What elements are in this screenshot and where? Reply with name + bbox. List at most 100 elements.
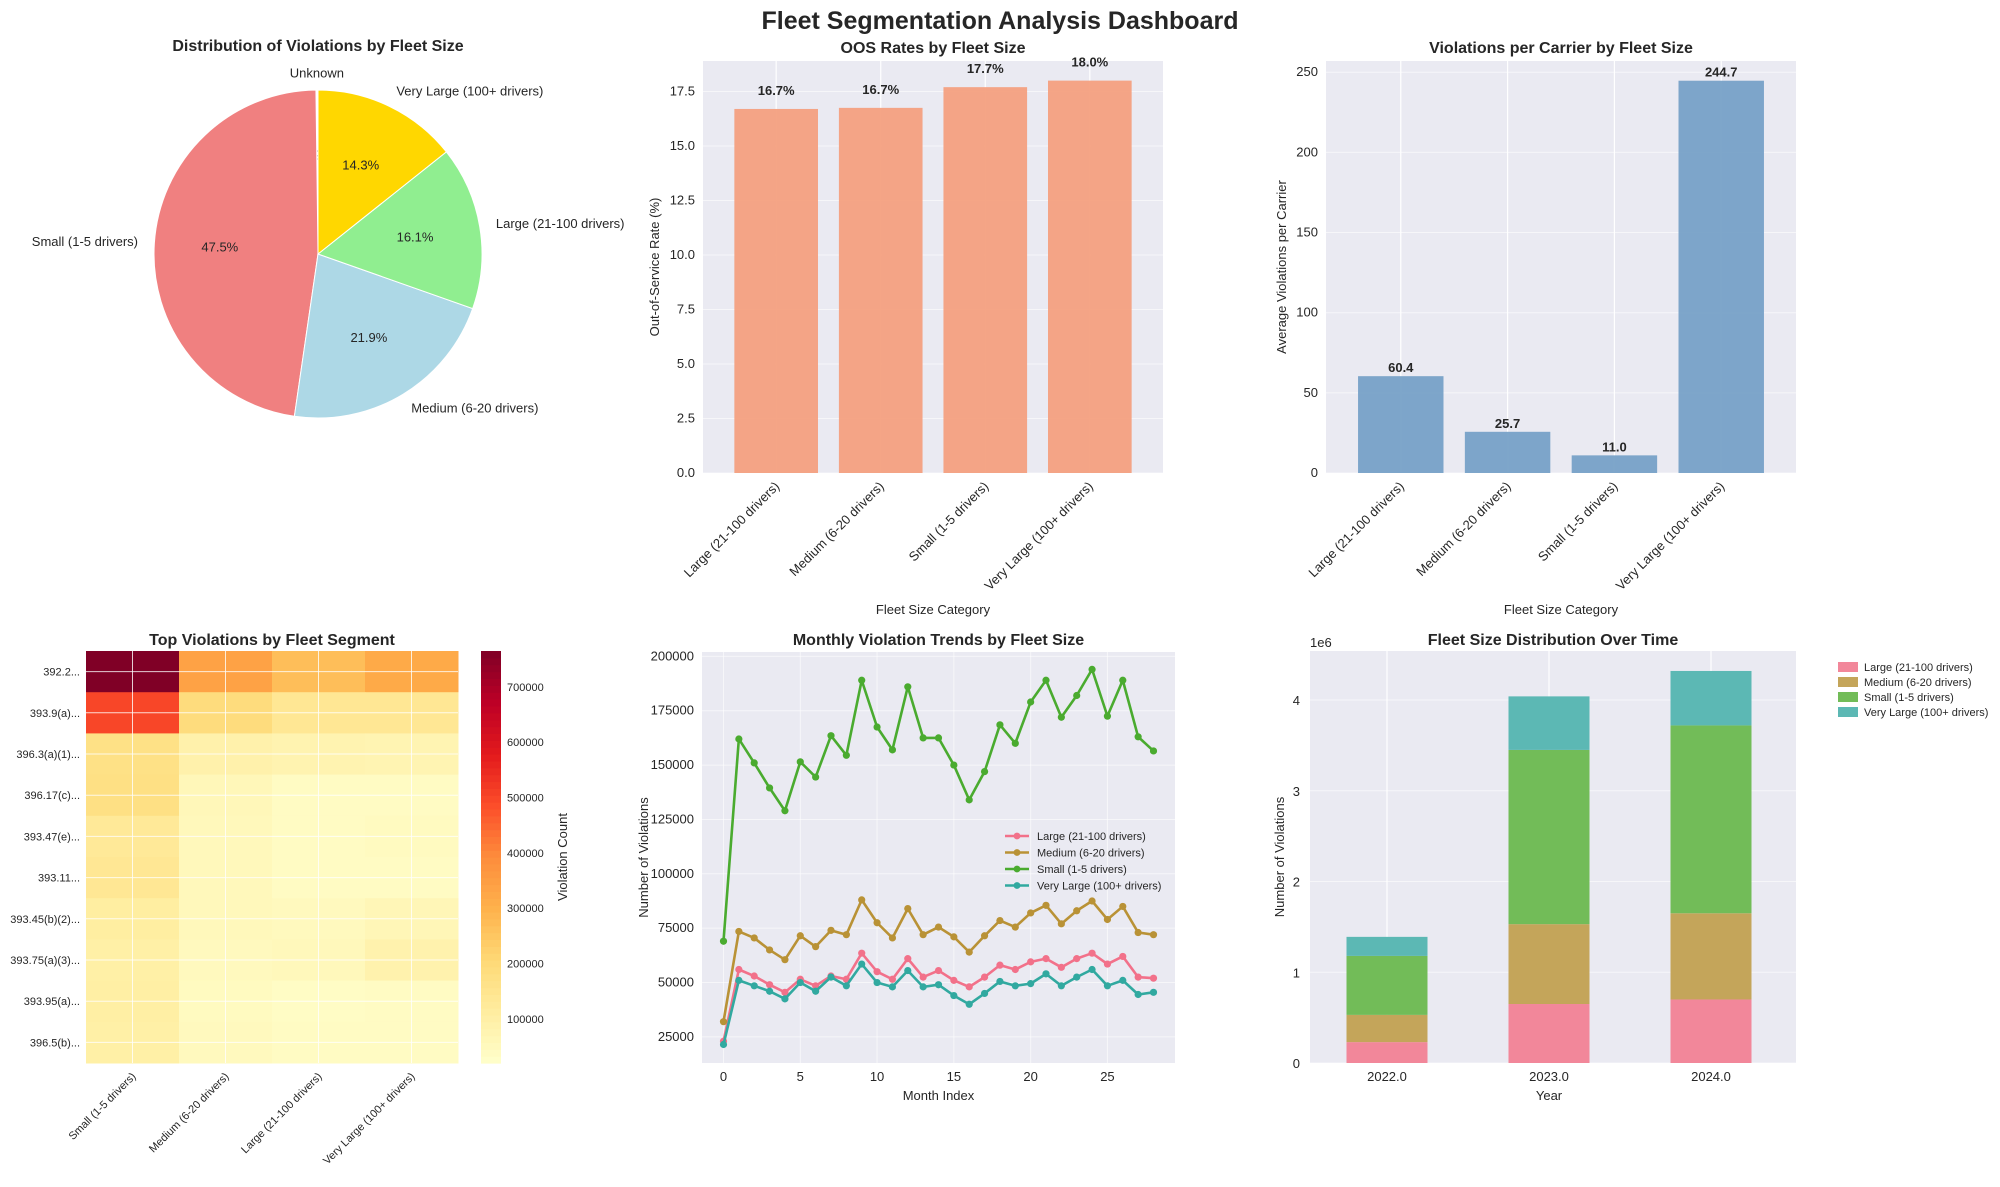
heatmap-row-label: 393.47(e)... [24,831,80,843]
colorbar-segment [481,905,501,913]
colorbar-segment [481,808,501,817]
trends-data-point [1073,907,1081,915]
heatmap-row-label: 396.3(a)(1)... [16,749,80,761]
trends-data-point [812,943,820,951]
trends-data-point [950,976,958,984]
trends-data-point [719,937,728,945]
colorbar-segment [481,857,501,865]
trends-data-point [858,676,866,684]
vpc-bar-value-label: 25.7 [1495,416,1520,431]
oos-bar-value-label: 16.7% [758,83,795,98]
trends-data-point [735,927,743,936]
trends-data-point [888,975,897,983]
vpc-title: Violations per Carrier by Fleet Size [1429,40,1693,57]
colorbar-segment [481,1014,501,1023]
trends-data-point [873,919,881,927]
trends-data-point [1042,676,1050,684]
oos-bar-chart-panel: 0.0 2.5 5.0 7.5 10.0 12.5 15.0 17.5 16.7% Large (… [647,40,1163,617]
pie-slice-label: Very Large (100+ drivers) [396,84,543,99]
trends-data-point [934,734,943,742]
trends-data-point [904,966,912,975]
colorbar-segment [481,891,501,899]
colorbar-segment [481,678,501,686]
trends-data-point [1073,973,1081,981]
vpc-ytick-label: 50 [1304,385,1318,400]
trends-data-point [719,1040,728,1049]
trends-data-point [827,973,835,981]
pie-title: Distribution of Violations by Fleet Size [172,38,463,55]
colorbar-segment [481,987,501,995]
colorbar-segment [481,664,501,673]
trends-ytick-label: 25000 [658,1029,694,1044]
trends-data-point [842,982,850,990]
trends-data-point [950,933,958,941]
colorbar-segment [481,1008,501,1016]
trends-data-point [1073,691,1081,700]
trends-data-point [1011,739,1019,747]
trends-data-point [858,949,866,957]
oos-ytick-label: 17.5 [670,84,695,99]
pie-slice-label: Medium (6-20 drivers) [411,400,538,415]
oos-yaxis-label: Out-of-Service Rate (%) [647,198,662,337]
trends-data-point [919,983,927,991]
pie-slice-percent: 21.9% [350,330,387,345]
trends-data-point [719,1018,728,1026]
pie-chart-panel: Distribution of Violations by Fleet Size… [32,38,625,419]
vpc-bar [1358,376,1444,473]
vpc-ytick-label: 250 [1296,64,1318,79]
colorbar-segment [481,829,501,837]
trends-data-point [1042,955,1050,963]
trends-data-point [812,987,820,995]
colorbar-tick-label: 400000 [507,848,544,860]
trends-data-point [858,896,866,904]
vpc-xaxis-label: Fleet Size Category [1504,602,1619,617]
trends-legend-swatch-marker [1013,849,1021,856]
stacked-bar-segment [1508,924,1590,1005]
trends-data-point [827,926,835,934]
oos-ytick-label: 2.5 [677,411,695,426]
trends-plot-area [702,652,1175,1063]
stacked-legend-label: Small (1-5 drivers) [1864,692,1954,704]
trends-xaxis-label: Month Index [903,1088,975,1103]
vpc-xtick-label: Very Large (100+ drivers) [1613,479,1728,594]
colorbar-tick-label: 300000 [507,903,544,915]
trends-ytick-label: 75000 [658,920,694,935]
trends-data-point [1103,712,1112,720]
colorbar-segment [481,1049,501,1057]
trends-data-point [842,751,850,759]
trends-data-point [873,723,881,731]
colorbar-segment [481,747,501,755]
colorbar-segment [481,898,501,906]
colorbar-segment [481,863,501,872]
trends-data-point [996,961,1004,969]
dashboard-title: Fleet Segmentation Analysis Dashboard [762,7,1239,35]
colorbar-segment [481,788,501,796]
trends-xtick-label: 20 [1023,1069,1037,1084]
trends-data-point [950,991,958,1000]
oos-bar [838,107,923,473]
oos-ytick-label: 7.5 [677,302,695,317]
stacked-bar-segment [1508,1004,1590,1063]
colorbar-segment [481,870,501,879]
stacked-bar-segment [1670,913,1752,1000]
trends-ytick-label: 200000 [651,648,694,663]
trends-data-point [1119,676,1127,684]
stacked-bar-segment [1346,1014,1428,1043]
oos-bar [734,108,818,473]
pie-slice-percent: 14.3% [342,157,379,172]
trends-data-point [996,916,1004,925]
trends-data-point [904,683,912,691]
pie-slice [153,89,319,417]
colorbar-segment [481,767,501,776]
colorbar-segment [481,1056,501,1064]
vpc-bar [1678,80,1764,473]
stacked-yaxis-label: Number of Violations [1272,796,1287,917]
vpc-yaxis-label: Average Violations per Carrier [1274,179,1289,353]
colorbar-segment [481,973,501,982]
trends-data-point [904,955,912,963]
trends-data-point [765,987,774,995]
colorbar-segment [481,740,501,748]
trends-data-point [919,734,927,742]
oos-bar [1048,80,1132,473]
